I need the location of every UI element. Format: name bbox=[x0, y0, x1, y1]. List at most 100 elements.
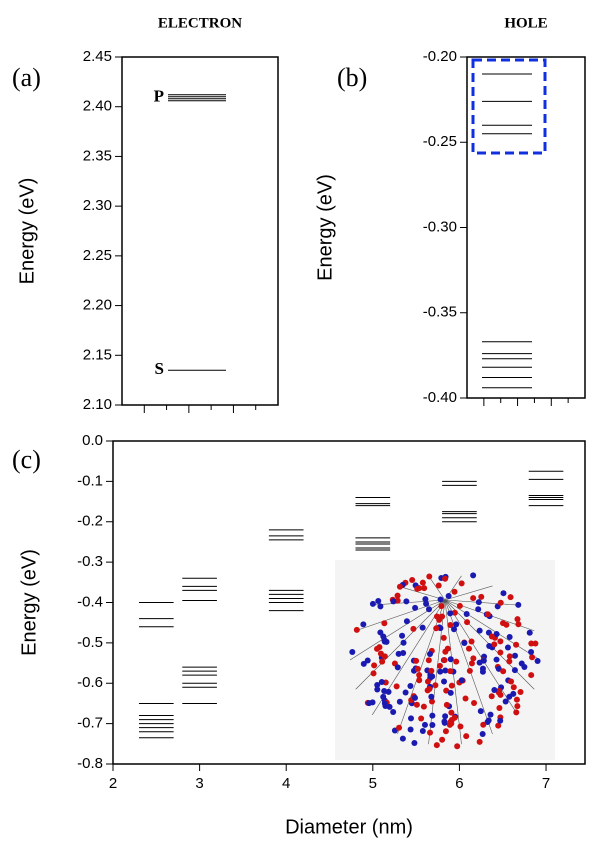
atom bbox=[441, 657, 448, 664]
atom bbox=[511, 667, 518, 674]
atom bbox=[396, 724, 403, 731]
atom bbox=[504, 644, 511, 651]
bond bbox=[397, 599, 446, 735]
atom bbox=[463, 610, 470, 617]
panel-label: (c) bbox=[12, 445, 41, 474]
atom bbox=[497, 691, 504, 698]
atom bbox=[432, 682, 439, 689]
atom bbox=[429, 722, 436, 729]
atom bbox=[381, 638, 388, 645]
atom bbox=[497, 717, 504, 724]
atom bbox=[442, 575, 449, 582]
atom bbox=[399, 632, 406, 639]
atom bbox=[353, 626, 360, 633]
atom bbox=[419, 624, 426, 631]
atom bbox=[448, 682, 455, 689]
atom bbox=[381, 688, 388, 695]
atom bbox=[395, 650, 402, 657]
level-label: P bbox=[154, 87, 164, 106]
x-tick-label: 6 bbox=[455, 775, 463, 792]
atom bbox=[439, 736, 446, 743]
atom bbox=[453, 658, 460, 665]
atom bbox=[414, 585, 421, 592]
atom bbox=[433, 613, 440, 620]
atom bbox=[451, 626, 458, 633]
atom bbox=[370, 670, 377, 677]
atom bbox=[528, 640, 535, 647]
y-tick-label: -0.3 bbox=[77, 553, 103, 570]
x-tick-label: 3 bbox=[195, 775, 203, 792]
atom bbox=[410, 625, 417, 632]
atom bbox=[479, 665, 486, 672]
atom bbox=[508, 678, 515, 685]
atom bbox=[513, 696, 520, 703]
atom bbox=[487, 711, 494, 718]
atom bbox=[476, 627, 483, 634]
atom bbox=[476, 738, 483, 745]
y-tick-label: -0.30 bbox=[423, 218, 457, 235]
atom bbox=[407, 726, 414, 733]
atom bbox=[470, 595, 477, 602]
atom bbox=[416, 677, 423, 684]
atom bbox=[411, 694, 418, 701]
atom bbox=[400, 650, 407, 657]
atom bbox=[514, 703, 521, 710]
atom bbox=[526, 629, 533, 636]
bond bbox=[428, 575, 446, 601]
atom bbox=[451, 714, 458, 721]
atom bbox=[360, 621, 367, 628]
y-tick-label: -0.20 bbox=[423, 48, 457, 65]
atom bbox=[515, 621, 522, 628]
atom bbox=[486, 642, 493, 649]
atom bbox=[390, 709, 397, 716]
atom bbox=[396, 698, 403, 705]
atom bbox=[381, 700, 388, 707]
atom bbox=[418, 715, 425, 722]
atom bbox=[445, 592, 452, 599]
atom bbox=[441, 718, 448, 725]
atom bbox=[403, 598, 410, 605]
y-tick-label: -0.6 bbox=[77, 674, 103, 691]
atom bbox=[425, 606, 432, 613]
x-tick-label: 4 bbox=[282, 775, 290, 792]
y-tick-label: -0.40 bbox=[423, 389, 457, 406]
atom bbox=[463, 733, 470, 740]
atom bbox=[429, 673, 436, 680]
y-tick-label: -0.7 bbox=[77, 715, 103, 732]
y-tick-label: -0.25 bbox=[423, 133, 457, 150]
y-axis-label: Energy (eV) bbox=[314, 174, 336, 281]
atom bbox=[442, 667, 449, 674]
atom bbox=[477, 708, 484, 715]
atom bbox=[444, 645, 451, 652]
atom bbox=[529, 654, 536, 661]
atom bbox=[429, 712, 436, 719]
y-tick-label: -0.1 bbox=[77, 472, 103, 489]
atom bbox=[407, 715, 414, 722]
y-tick-label: 2.45 bbox=[83, 48, 112, 65]
atom bbox=[441, 678, 448, 685]
atom bbox=[427, 650, 434, 657]
atom bbox=[461, 639, 468, 646]
atom bbox=[426, 685, 433, 692]
level-label: S bbox=[155, 359, 164, 378]
atom bbox=[436, 662, 443, 669]
atom bbox=[515, 601, 522, 608]
atom bbox=[442, 728, 449, 735]
y-tick-label: -0.35 bbox=[423, 304, 457, 321]
atom bbox=[378, 679, 385, 686]
atom bbox=[411, 739, 418, 746]
atom bbox=[413, 701, 420, 708]
nanoparticle-illustration bbox=[335, 560, 555, 760]
atom bbox=[402, 689, 409, 696]
atom bbox=[496, 705, 503, 712]
atom bbox=[394, 664, 401, 671]
y-tick-label: 2.30 bbox=[83, 197, 112, 214]
atom bbox=[440, 634, 447, 641]
atom bbox=[421, 721, 428, 728]
atom bbox=[500, 590, 507, 597]
atom bbox=[371, 662, 378, 669]
bond bbox=[397, 585, 446, 601]
atom bbox=[377, 629, 384, 636]
atom bbox=[403, 618, 410, 625]
atom bbox=[428, 667, 435, 674]
